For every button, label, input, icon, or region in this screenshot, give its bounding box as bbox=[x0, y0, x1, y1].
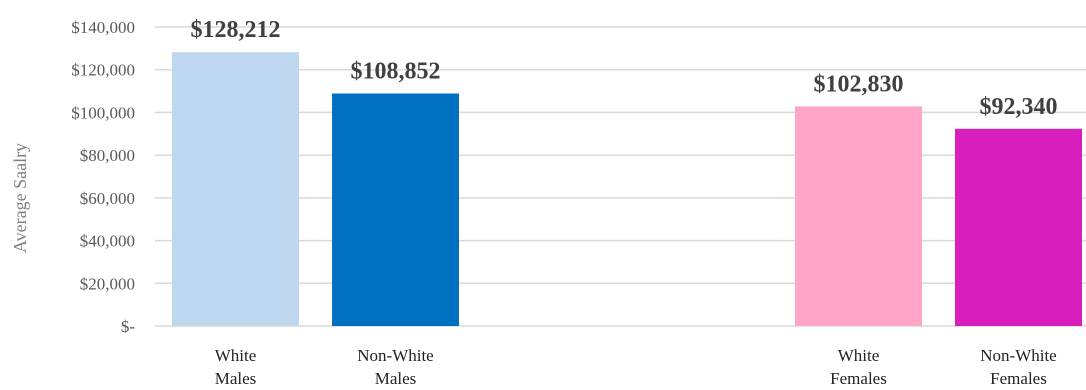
category-label: White bbox=[838, 346, 880, 365]
category-label: Females bbox=[990, 369, 1047, 388]
y-axis-tick-labels: $- $20,000 $40,000 $60,000 $80,000 $100,000 $1… bbox=[71, 18, 135, 336]
data-label: $128,212 bbox=[191, 17, 281, 43]
category-label: Males bbox=[215, 369, 257, 388]
category-labels: White Males Non-White Males White Females Non-… bbox=[215, 346, 1057, 388]
bar bbox=[955, 128, 1082, 326]
data-label: $102,830 bbox=[814, 71, 904, 97]
data-label: $108,852 bbox=[351, 59, 441, 85]
y-tick-label: $140,000 bbox=[71, 18, 135, 37]
category-label: Non-White bbox=[980, 346, 1056, 365]
category-label: White bbox=[215, 346, 257, 365]
y-tick-label: $20,000 bbox=[80, 274, 135, 293]
y-tick-label: $100,000 bbox=[71, 103, 135, 122]
data-labels: $128,212 $108,852 $102,830 $92,340 bbox=[191, 17, 1058, 120]
y-tick-label: $80,000 bbox=[80, 146, 135, 165]
bar bbox=[332, 93, 459, 327]
y-axis-title: Average Saalry bbox=[10, 143, 30, 253]
bar bbox=[172, 52, 299, 326]
category-label: Males bbox=[375, 369, 417, 388]
y-tick-label: $40,000 bbox=[80, 232, 135, 251]
y-tick-label: $- bbox=[121, 317, 136, 336]
category-label: Non-White bbox=[357, 346, 433, 365]
bar bbox=[795, 106, 922, 327]
gridlines bbox=[155, 26, 1086, 327]
category-label: Females bbox=[830, 369, 887, 388]
data-label: $92,340 bbox=[980, 94, 1058, 120]
y-tick-label: $120,000 bbox=[71, 61, 135, 80]
bars bbox=[172, 52, 1082, 327]
y-tick-label: $60,000 bbox=[80, 189, 135, 208]
